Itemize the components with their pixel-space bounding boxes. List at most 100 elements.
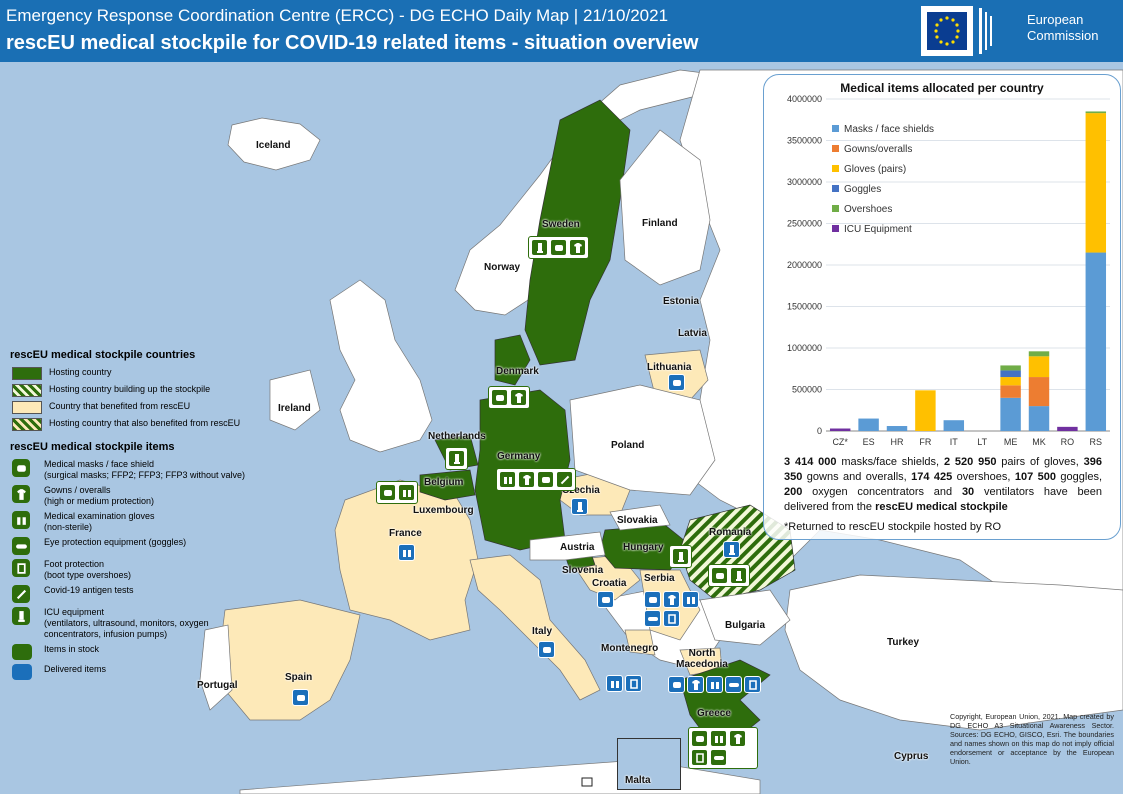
iceland-shape (227, 117, 321, 171)
malta-locator (581, 777, 593, 787)
label-poland: Poland (611, 440, 645, 451)
x-tick-label: RO (1061, 437, 1075, 447)
mask-icon (537, 471, 554, 488)
summary-t6: oxygen concentrators and (802, 486, 962, 498)
legend-hosting-benefited: Hosting country that also benefited from… (49, 418, 241, 428)
x-tick-label: LT (977, 437, 987, 447)
summary-t5: goggles, (1056, 471, 1103, 483)
italy-mask-icon (538, 641, 555, 658)
north-macedonia-items (668, 676, 761, 693)
legend-overshoes-icon (12, 559, 30, 577)
legend-label: Goggles (844, 184, 881, 195)
hungary-items (669, 545, 692, 568)
label-belgium: Belgium (424, 477, 464, 488)
gloves-icon (606, 675, 623, 692)
label-slovakia: Slovakia (617, 515, 658, 526)
bar-segment (943, 420, 965, 431)
bar-segment (1028, 377, 1050, 407)
summary-t7: ventilators have been delivered from the (784, 486, 1102, 513)
bar-segment (886, 426, 908, 431)
bar-segment (1028, 356, 1050, 378)
poland-shape (569, 384, 716, 496)
legend-gown-icon (12, 485, 30, 503)
copyright-note: Copyright, European Union, 2021. Map cre… (950, 712, 1114, 766)
label-norway: Norway (484, 262, 521, 273)
label-cyprus: Cyprus (894, 751, 929, 762)
bulgaria-shape (699, 589, 791, 646)
label-latvia: Latvia (678, 328, 707, 339)
label-iceland: Iceland (256, 140, 291, 151)
legend-antigen-test-icon (12, 585, 30, 603)
label-slovenia: Slovenia (562, 565, 604, 576)
legend-foot-detail: (boot type overshoes) (44, 570, 132, 580)
swatch-hosting-benefited (12, 418, 42, 431)
icu-icon (730, 567, 747, 584)
summary-t4: overshoes, (952, 471, 1015, 483)
logo-line2: Commission (1027, 28, 1099, 43)
label-luxembourg: Luxembourg (413, 505, 474, 516)
mask-icon (550, 239, 567, 256)
label-greece: Greece (697, 708, 731, 719)
legend-delivered: Delivered items (44, 664, 107, 674)
gown-icon (569, 239, 586, 256)
bar-segment (1085, 111, 1107, 114)
swatch-delivered (12, 664, 32, 680)
swatch-hosting-building (12, 384, 42, 397)
legend-swatch (832, 145, 839, 152)
sweden-shape (524, 99, 631, 366)
bar-segment (1085, 113, 1107, 253)
bar-segment (858, 418, 879, 431)
label-bulgaria: Bulgaria (725, 620, 766, 631)
mask-icon (668, 676, 685, 693)
mask-icon (379, 484, 396, 501)
mask-icon (644, 591, 661, 608)
uk-shape (329, 279, 433, 453)
legend-hosting: Hosting country (49, 367, 112, 377)
croatia-items (597, 591, 614, 608)
label-romania: Romania (709, 527, 752, 538)
goggles-icon (710, 749, 727, 766)
label-spain: Spain (285, 672, 313, 683)
legend-label: ICU Equipment (844, 224, 912, 235)
label-portugal: Portugal (197, 680, 238, 691)
map-title: Emergency Response Coordination Centre (… (6, 6, 669, 25)
mask-icon (691, 730, 708, 747)
finland-shape (619, 129, 711, 286)
netherlands-items (445, 447, 468, 470)
bar-segment (1028, 406, 1050, 431)
legend-mask-icon (12, 459, 30, 477)
label-lithuania: Lithuania (647, 362, 692, 373)
romania-items (708, 564, 750, 587)
icu-icon (448, 450, 465, 467)
legend-goggles-icon (12, 537, 30, 555)
chart-summary: 3 414 000 masks/face shields, 2 520 950 … (784, 455, 1102, 515)
serbia-items-2 (644, 610, 680, 627)
legend-swatch (832, 205, 839, 212)
label-hungary: Hungary (623, 542, 664, 553)
bar-segment (1085, 252, 1107, 431)
chart-panel: Medical items allocated per country 0 500… (763, 74, 1121, 540)
legend-label: Gloves (pairs) (844, 164, 906, 175)
bar-segment (1000, 370, 1021, 378)
bar-segment (1000, 397, 1021, 431)
gown-icon (518, 471, 535, 488)
gloves-icon (682, 591, 699, 608)
x-tick-label: FR (919, 437, 931, 447)
chart-note: *Returned to rescEU stockpile hosted by … (784, 521, 1002, 533)
overshoes-icon (663, 610, 680, 627)
gloves-icon (398, 484, 415, 501)
bar-segment (829, 428, 851, 431)
y-tick-label: 500000 (792, 385, 822, 395)
summary-v1: 3 414 000 (784, 456, 837, 468)
sweden-items (528, 236, 589, 259)
goggles-icon (644, 610, 661, 627)
swatch-benefited (12, 401, 42, 414)
portugal-shape (199, 624, 233, 711)
legend-title-countries: rescEU medical stockpile countries (10, 349, 196, 361)
summary-v8: rescEU medical stockpile (875, 501, 1008, 513)
gown-icon (510, 389, 527, 406)
legend-gloves: Medical examination gloves (44, 511, 155, 521)
france-gloves-icon (398, 544, 415, 561)
label-turkey: Turkey (887, 637, 920, 648)
denmark-items (488, 386, 530, 409)
